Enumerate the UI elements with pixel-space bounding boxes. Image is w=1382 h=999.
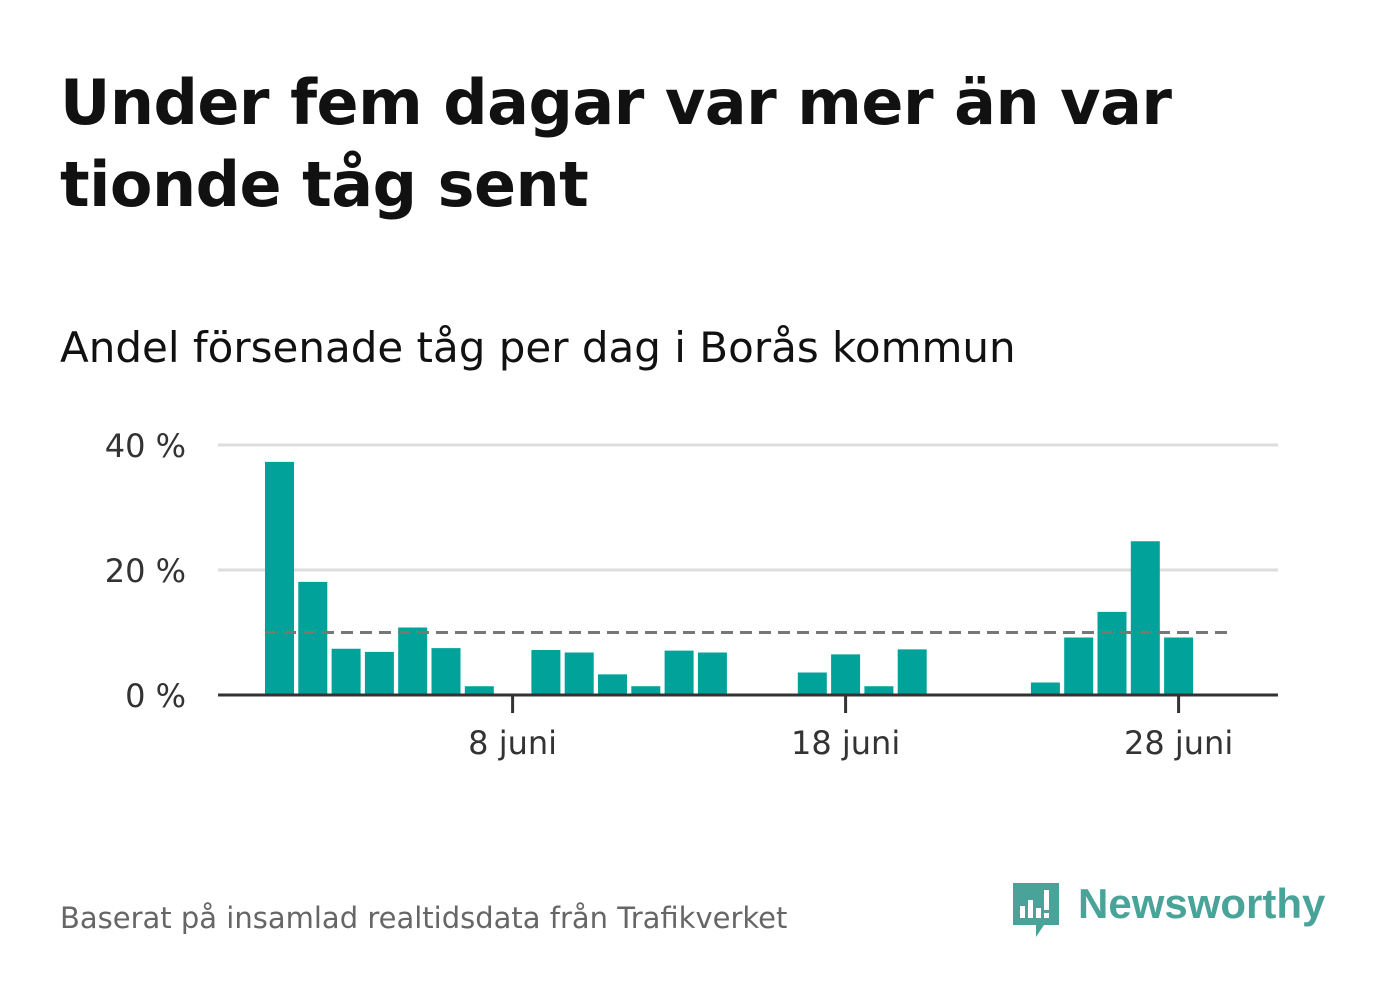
source-note: Baserat på insamlad realtidsdata från Tr…	[60, 901, 788, 935]
bar	[564, 652, 594, 695]
logo-text: Newsworthy	[1078, 880, 1326, 927]
bar	[598, 674, 627, 695]
bars	[265, 461, 1194, 695]
bar	[298, 581, 328, 695]
x-tick-label: 8 juni	[468, 724, 557, 762]
newsworthy-logo[interactable]: Newsworthy	[1010, 878, 1330, 942]
grid-lines	[218, 443, 1278, 572]
bar	[1097, 611, 1127, 695]
y-tick-label: 40 %	[105, 427, 186, 465]
bar	[797, 672, 827, 695]
bar	[664, 650, 694, 695]
bar	[831, 654, 861, 695]
bar	[398, 627, 428, 695]
bar	[1130, 541, 1160, 695]
bar	[897, 649, 927, 695]
bar	[1064, 637, 1094, 695]
bar	[697, 652, 727, 695]
bar-chart-speech-bubble-icon	[1013, 883, 1059, 937]
bar	[464, 686, 494, 695]
y-tick-label: 20 %	[105, 552, 186, 590]
axes: 0 % 20 % 40 % 8 juni 18 juni 28 juni	[105, 427, 1278, 762]
chart-title: Under fem dagar var mer än var tionde tå…	[60, 66, 1172, 221]
bar	[631, 686, 661, 695]
bar	[1030, 682, 1060, 695]
bar	[431, 648, 461, 695]
bar	[864, 686, 894, 695]
chart-subtitle: Andel försenade tåg per dag i Borås komm…	[60, 323, 1016, 372]
bar	[1164, 637, 1194, 695]
bar-chart: 0 % 20 % 40 % 8 juni 18 juni 28 juni	[105, 427, 1278, 762]
bar	[265, 461, 294, 695]
bar	[531, 650, 561, 695]
x-tick-label: 18 juni	[791, 724, 900, 762]
x-tick-label: 28 juni	[1124, 724, 1233, 762]
y-tick-label: 0 %	[125, 677, 186, 715]
bar	[364, 651, 394, 695]
bar	[331, 648, 361, 695]
